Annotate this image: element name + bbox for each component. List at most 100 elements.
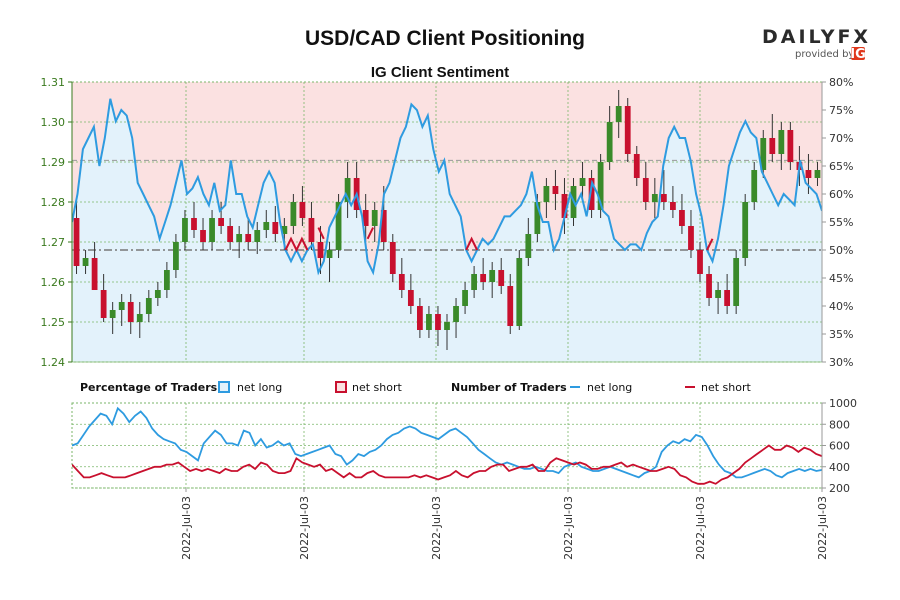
candle-body [597,162,604,210]
candle-body [471,274,477,290]
candle-body [173,242,179,270]
chart-title: USD/CAD Client Positioning [305,27,585,50]
net-long-pct-line [72,98,822,276]
right-tick-label: 75% [829,104,853,117]
candle-body [435,314,441,330]
candle-body [127,302,134,322]
net-short-pct-line [284,227,714,253]
lower-tick-label: 400 [829,461,850,474]
left-tick-label: 1.28 [41,196,66,209]
candle-body [480,274,487,282]
x-tick-label: 2022-Jul-03 [562,496,575,560]
candle-body [407,290,414,306]
candle-body [200,230,206,242]
candle-body [769,138,776,154]
lower-tick-label: 600 [829,440,850,453]
candle-body [660,194,667,202]
legend-num-short: net short [701,381,752,394]
left-tick-label: 1.31 [41,76,66,89]
trader-count-lines [72,406,822,485]
ig-badge-bg [851,47,865,60]
candle-body [236,234,243,242]
candle-body [308,218,315,242]
candle-body [697,250,703,274]
candle-body [615,106,622,122]
candle-body [543,186,550,202]
candle-body [633,154,640,178]
candle-body [805,170,812,178]
candle-body [398,274,405,290]
candle-body [218,218,224,226]
candle-body [227,226,234,242]
right-tick-label: 60% [829,188,853,201]
legend-pct-label: Percentage of Traders [80,381,218,394]
candle-body [742,202,749,258]
candle-body [507,286,514,326]
candle-body [588,178,595,210]
candle-body [651,194,658,202]
candle-body [371,210,378,226]
candle-body [417,306,423,330]
candle-body [498,270,505,286]
left-tick-label: 1.27 [41,236,66,249]
legend-pct-long-swatch [218,381,230,393]
legend-pct-long: net long [237,381,282,394]
candle-body [380,210,387,242]
candle-body [344,178,351,202]
candle-body [552,186,559,194]
right-tick-label: 35% [829,328,853,341]
candle-body [561,194,568,218]
left-tick-label: 1.26 [41,276,66,289]
candle-body [751,170,758,202]
lower-gridlines [71,402,823,489]
candle-body [426,314,432,330]
long-fill-area [72,98,822,362]
candle-body [679,210,685,226]
candle-body [326,250,333,258]
candle-body [525,234,532,258]
candle-body [814,170,821,178]
lower-tick-label: 800 [829,418,850,431]
candle-body [272,222,279,234]
candle-body [606,122,613,162]
x-tick-label: 2022-Jul-03 [180,496,193,560]
net-short-count-line [72,444,822,485]
provided-by-text: provided by [795,49,854,60]
chart-subtitle: IG Client Sentiment [371,64,509,81]
candle-body [335,202,342,250]
x-tick-label: 2022-Jul-03 [430,496,443,560]
candle-body [109,310,116,318]
candle-body [706,274,712,298]
legend-num-label: Number of Traders [451,381,567,394]
candle-body [724,290,731,306]
candle-body [462,290,468,306]
candle-body [389,242,396,274]
lower-axes: 200 400 600 800 1000 [821,397,857,495]
net-long-count-line [72,406,822,479]
right-tick-label: 55% [829,216,853,229]
x-tick-label: 2022-Jul-03 [816,496,829,560]
candle-body [263,222,270,230]
candle-body [715,290,721,298]
sentiment-area [72,82,822,362]
legend-num-long: net long [587,381,632,394]
right-tick-label: 45% [829,272,853,285]
candle-body [579,178,586,186]
right-tick-label: 80% [829,76,853,89]
left-tick-label: 1.30 [41,116,66,129]
lower-tick-label: 200 [829,482,850,495]
candle-body [209,218,215,242]
legend-pct-short: net short [352,381,403,394]
candle-body [317,242,324,258]
upper-axes: 1.24 1.25 1.26 1.27 1.28 1.29 1.30 1.31 30% 35% 40… [41,76,854,369]
candle-body [182,218,188,242]
candle-body [254,230,261,242]
logo-text: DAILYFX [762,26,871,48]
candle-body [118,302,125,310]
candle-body [154,290,161,298]
candle-body [778,130,785,154]
legend-pct-short-swatch [335,381,347,393]
candle-body [82,258,89,266]
candle-body [733,258,740,306]
candle-body [489,270,496,282]
